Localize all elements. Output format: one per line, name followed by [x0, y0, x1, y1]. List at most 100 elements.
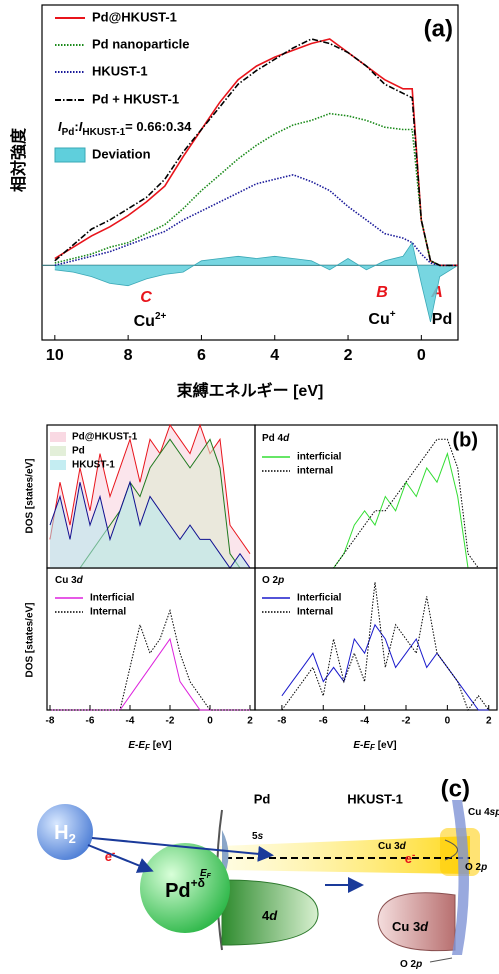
line: [281, 623, 489, 711]
panel-title: Pd 4d: [262, 433, 290, 444]
band-label: 4d: [262, 908, 278, 923]
label-part: F: [145, 743, 151, 752]
band-label: Cu 4sp: [468, 807, 499, 818]
label-part: H: [54, 822, 68, 844]
band-label: 5s: [252, 831, 264, 842]
label-part: 2: [69, 831, 76, 846]
cu-3d-band: [377, 892, 456, 952]
x-tick-label: 6: [197, 347, 206, 364]
label-part: +δ: [191, 876, 205, 890]
band-label: EF: [200, 868, 212, 880]
legend-label: Interficial: [297, 593, 342, 604]
line: [54, 112, 458, 267]
area: [54, 242, 459, 322]
title-part: O 2: [262, 575, 279, 586]
legend-label: Interficial: [90, 593, 135, 604]
title-part: Pd 4: [262, 433, 284, 444]
label-part: Cu 3: [378, 841, 400, 852]
pd-sphere: [140, 843, 230, 933]
legend-swatch: [50, 460, 66, 470]
label-part: F: [207, 873, 212, 880]
label-part: -: [412, 850, 415, 861]
legend-label: Pd nanoparticle: [92, 36, 190, 51]
annotation: C: [140, 289, 152, 306]
pointer: [429, 957, 453, 963]
label-part: p: [415, 959, 422, 970]
annotation-part: Cu: [134, 313, 155, 330]
label-part: d: [269, 908, 278, 923]
cu-3d-lobe: [444, 839, 458, 861]
label-part: E-E: [353, 740, 370, 751]
x-axis-label: E-EF [eV]: [128, 740, 171, 752]
panel-label: (c): [441, 775, 470, 802]
legend-label: internal: [297, 466, 333, 477]
arrow: [87, 844, 154, 873]
legend-label: interficial: [297, 452, 342, 463]
label-part: O 2: [465, 862, 482, 873]
legend-swatch: [50, 446, 66, 456]
hkust-label: HKUST-1: [347, 791, 403, 806]
legend-label: Internal: [297, 607, 333, 618]
x-axis-label: E-EF [eV]: [353, 740, 396, 752]
label-part: Pd: [165, 880, 191, 902]
title-part: p: [277, 575, 284, 586]
x-tick-label: -6: [319, 716, 328, 727]
y-axis-label: 相対強度: [9, 127, 28, 192]
plot: -8 -6 -4 -2 0 2 Interficial Internal: [46, 567, 256, 727]
plot: 10 8 6 4 2 0 Deviation Pd@HKUST-1 Pd nanoparticl…: [41, 4, 459, 364]
x-tick-label: -8: [46, 716, 55, 727]
label-part: d: [400, 841, 407, 852]
x-tick-label: -2: [166, 716, 175, 727]
annotation: B: [376, 284, 388, 301]
x-tick-label: -8: [277, 716, 286, 727]
ratio-part: I: [58, 119, 62, 134]
pd-4d-band: [221, 879, 319, 946]
label-part: sp: [490, 807, 499, 818]
line: [50, 608, 250, 711]
line: [49, 480, 251, 569]
line: [54, 38, 458, 267]
x-tick-label: 0: [417, 347, 426, 364]
x-tick-label: 4: [270, 347, 279, 364]
plot-frame: [41, 4, 459, 341]
label-part: e: [105, 849, 112, 864]
x-tick-label: -6: [86, 716, 95, 727]
legend-swatch: [54, 147, 86, 163]
ratio-part: :: [74, 119, 78, 134]
line: [54, 241, 459, 322]
title-part: Cu 3: [55, 575, 77, 586]
annotation-part: 2+: [155, 311, 167, 322]
pd-label: Pd: [254, 791, 271, 806]
o-2p-band: [452, 800, 469, 955]
x-tick-label: 10: [46, 347, 64, 364]
label-part: e: [405, 851, 412, 866]
pd-ion-label: Pd+δ: [165, 876, 205, 902]
x-tick-label: 0: [207, 716, 213, 727]
title-part: d: [283, 433, 290, 444]
area: [50, 482, 250, 568]
annotation: Cu2+: [134, 311, 167, 331]
x-tick-label: -4: [126, 716, 135, 727]
x-tick-label: 8: [124, 347, 133, 364]
label-part: [eV]: [375, 740, 397, 751]
ratio-part: HKUST-1: [82, 127, 125, 138]
label-part: Cu 3: [392, 919, 420, 934]
legend-label: HKUST-1: [72, 460, 115, 471]
annotation-part: +: [390, 309, 396, 320]
y-axis-label: DOS [states/eV]: [25, 602, 36, 677]
panel-label: (a): [424, 15, 453, 42]
line: [54, 173, 458, 267]
legend-label: Deviation: [92, 146, 151, 161]
line: [281, 582, 490, 712]
diagram: (c) H2 e- Pd+δ Pd HKUST-1 5s EF 4d Cu 3d…: [37, 775, 499, 970]
line: [50, 637, 250, 711]
label-part: E: [200, 868, 207, 879]
label-part: E-E: [128, 740, 145, 751]
label-part: 4: [262, 908, 270, 923]
y-axis-label: DOS [states/eV]: [25, 458, 36, 533]
x-tick-label: 2: [344, 347, 353, 364]
h2-sphere: [37, 804, 93, 860]
annotation: Cu+: [368, 309, 395, 329]
